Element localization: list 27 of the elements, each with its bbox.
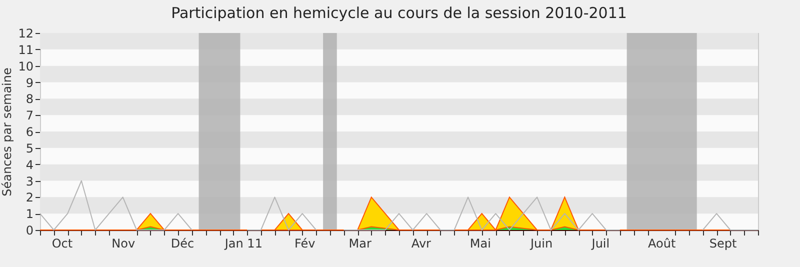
y-tick-label: 3 xyxy=(26,174,34,188)
x-tick-label: Mai xyxy=(470,236,491,250)
x-tick-label: Août xyxy=(648,236,676,250)
x-tick-label: Nov xyxy=(112,236,136,250)
y-tick-label: 1 xyxy=(26,207,34,222)
y-tick-label: 9 xyxy=(26,76,34,90)
x-tick-label: Fév xyxy=(294,236,316,250)
y-tick-label: 12 xyxy=(18,26,34,40)
x-tick-label: Oct xyxy=(52,236,73,250)
chart-title: Participation en hemicycle au cours de la session 2010-2011 xyxy=(171,4,627,22)
x-tick-label: Juil xyxy=(590,236,610,250)
y-tick-label: 2 xyxy=(26,190,34,205)
y-tick-label: 4 xyxy=(26,158,34,172)
y-axis-title: Séances par semaine xyxy=(0,68,14,196)
y-tick-label: 11 xyxy=(18,42,34,57)
y-tick-label: 5 xyxy=(26,141,34,156)
x-tick-label: Mar xyxy=(348,236,372,250)
y-tick-label: 6 xyxy=(26,125,34,139)
x-tick-label: Juin xyxy=(529,236,553,250)
x-tick-label: Déc xyxy=(170,236,194,250)
x-tick-label: Sept xyxy=(709,236,737,250)
y-tick-label: 0 xyxy=(26,224,34,238)
y-tick-label: 8 xyxy=(26,92,34,106)
y-tick-label: 10 xyxy=(18,59,34,74)
x-tick-label: Jan 11 xyxy=(224,236,262,250)
x-tick-label: Avr xyxy=(411,236,432,250)
y-tick-label: 7 xyxy=(26,108,34,123)
